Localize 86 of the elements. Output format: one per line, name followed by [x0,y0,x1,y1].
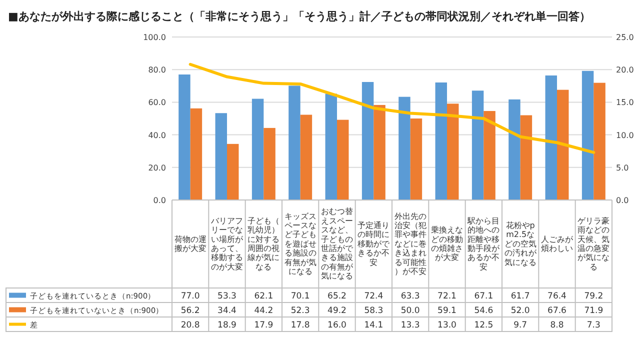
data-label: 72.4 [364,291,384,302]
bar [472,90,484,200]
y-tick-label: 20.0 [148,163,166,172]
data-label: 20.8 [180,320,200,330]
data-label: 62.1 [254,291,274,302]
data-label: 14.1 [364,320,384,330]
y2-tick-label: 0.0 [616,196,629,205]
x-tick-label: キッズスペースなど子どもを遊ばせる施設の有無が気になる [284,212,316,276]
bar [594,82,606,200]
bar [300,114,312,200]
data-label: 65.2 [328,291,346,302]
y-tick-label: 0.0 [153,196,166,205]
y-tick-label: 100.0 [143,33,166,42]
bar [374,104,386,200]
data-label: 17.9 [254,320,274,330]
x-tick-label: おむつ替えスペースなど、子どもの世話ができる施設の有無が気になる [321,207,354,281]
data-label: 70.1 [290,291,310,302]
x-tick-label: バリアフリーでない場所があって、移動するのが大変 [210,216,244,272]
bar [288,86,300,200]
data-label: 49.2 [328,306,346,316]
data-label: 7.3 [586,320,600,330]
y2-tick-label: 20.0 [616,66,634,75]
x-tick-label: 荷物の運搬が大変 [174,234,206,253]
bar [582,70,594,200]
data-label: 67.6 [548,306,566,316]
data-label: 13.3 [400,320,420,330]
data-label: 61.7 [510,291,530,302]
y2-tick-label: 5.0 [616,163,629,172]
bar [508,99,520,200]
y2-tick-label: 25.0 [616,33,634,42]
data-label: 44.2 [254,306,274,316]
data-label: 12.5 [474,320,494,330]
data-label: 34.4 [218,306,236,316]
data-label: 67.1 [474,291,494,302]
data-label: 72.1 [438,291,456,302]
data-label: 58.3 [364,306,384,316]
x-tick-label: 駅から目的地への距離や移動手段があるか不安 [466,216,501,272]
x-tick-label: 乗換えなどの移動の煩雑さが大変 [431,226,463,262]
data-label: 59.1 [438,306,456,316]
y-tick-label: 80.0 [148,66,166,75]
bar [410,118,422,200]
bar [252,98,264,200]
data-label: 54.6 [474,306,494,316]
chart-title: ■あなたが外出する際に感じること（「非常にそう思う」「そう思う」計／子どもの帯同状況別／それぞれ単一回答） [8,10,590,23]
bar [264,128,276,200]
x-tick-label: 花粉やpm2.5などの空気の汚れが気になる [504,221,538,267]
x-tick-label: 人ごみが煩わしい [541,234,574,253]
bar [545,75,557,200]
data-label: 71.9 [584,306,604,316]
data-label: 52.3 [290,306,310,316]
line-series [188,62,596,154]
bar [435,82,447,200]
data-label: 13.0 [438,320,456,330]
bar [325,94,337,200]
data-label: 50.0 [400,306,420,316]
x-tick-label: 外出先の治安（犯罪や事件などに巻き込まれる可能性）が不安 [394,212,426,276]
bar [190,108,202,200]
data-label: 76.4 [548,291,566,302]
data-label: 53.3 [218,291,236,302]
bar [484,111,496,200]
bar [398,96,410,200]
y-tick-label: 40.0 [148,130,166,140]
bar [447,104,459,200]
data-label: 52.0 [510,306,530,316]
bar [362,82,374,200]
y2-tick-label: 10.0 [616,130,634,140]
bar [215,113,227,200]
data-label: 16.0 [328,320,346,330]
bar [227,144,239,200]
data-label: 77.0 [180,291,200,302]
bar [337,120,349,200]
bar [178,74,190,200]
data-label: 56.2 [180,306,200,316]
x-tick-label: 予定通りの時間に移動ができるか不安 [358,221,391,267]
bar [520,115,532,200]
data-label: 17.8 [290,320,310,330]
y-tick-label: 60.0 [148,98,166,108]
data-label: 79.2 [584,291,604,302]
data-label: 8.8 [550,320,564,330]
x-tick-label: ゲリラ豪雨などの天候、気温の急変が気になる [578,216,610,272]
x-tick-label: 子ども（乳幼児）に対する周囲の視線が気になる [246,216,280,272]
data-label: 63.3 [400,291,420,302]
bar [557,90,569,200]
data-label: 9.7 [514,320,528,330]
y2-tick-label: 15.0 [616,98,634,108]
data-label: 18.9 [218,320,236,330]
